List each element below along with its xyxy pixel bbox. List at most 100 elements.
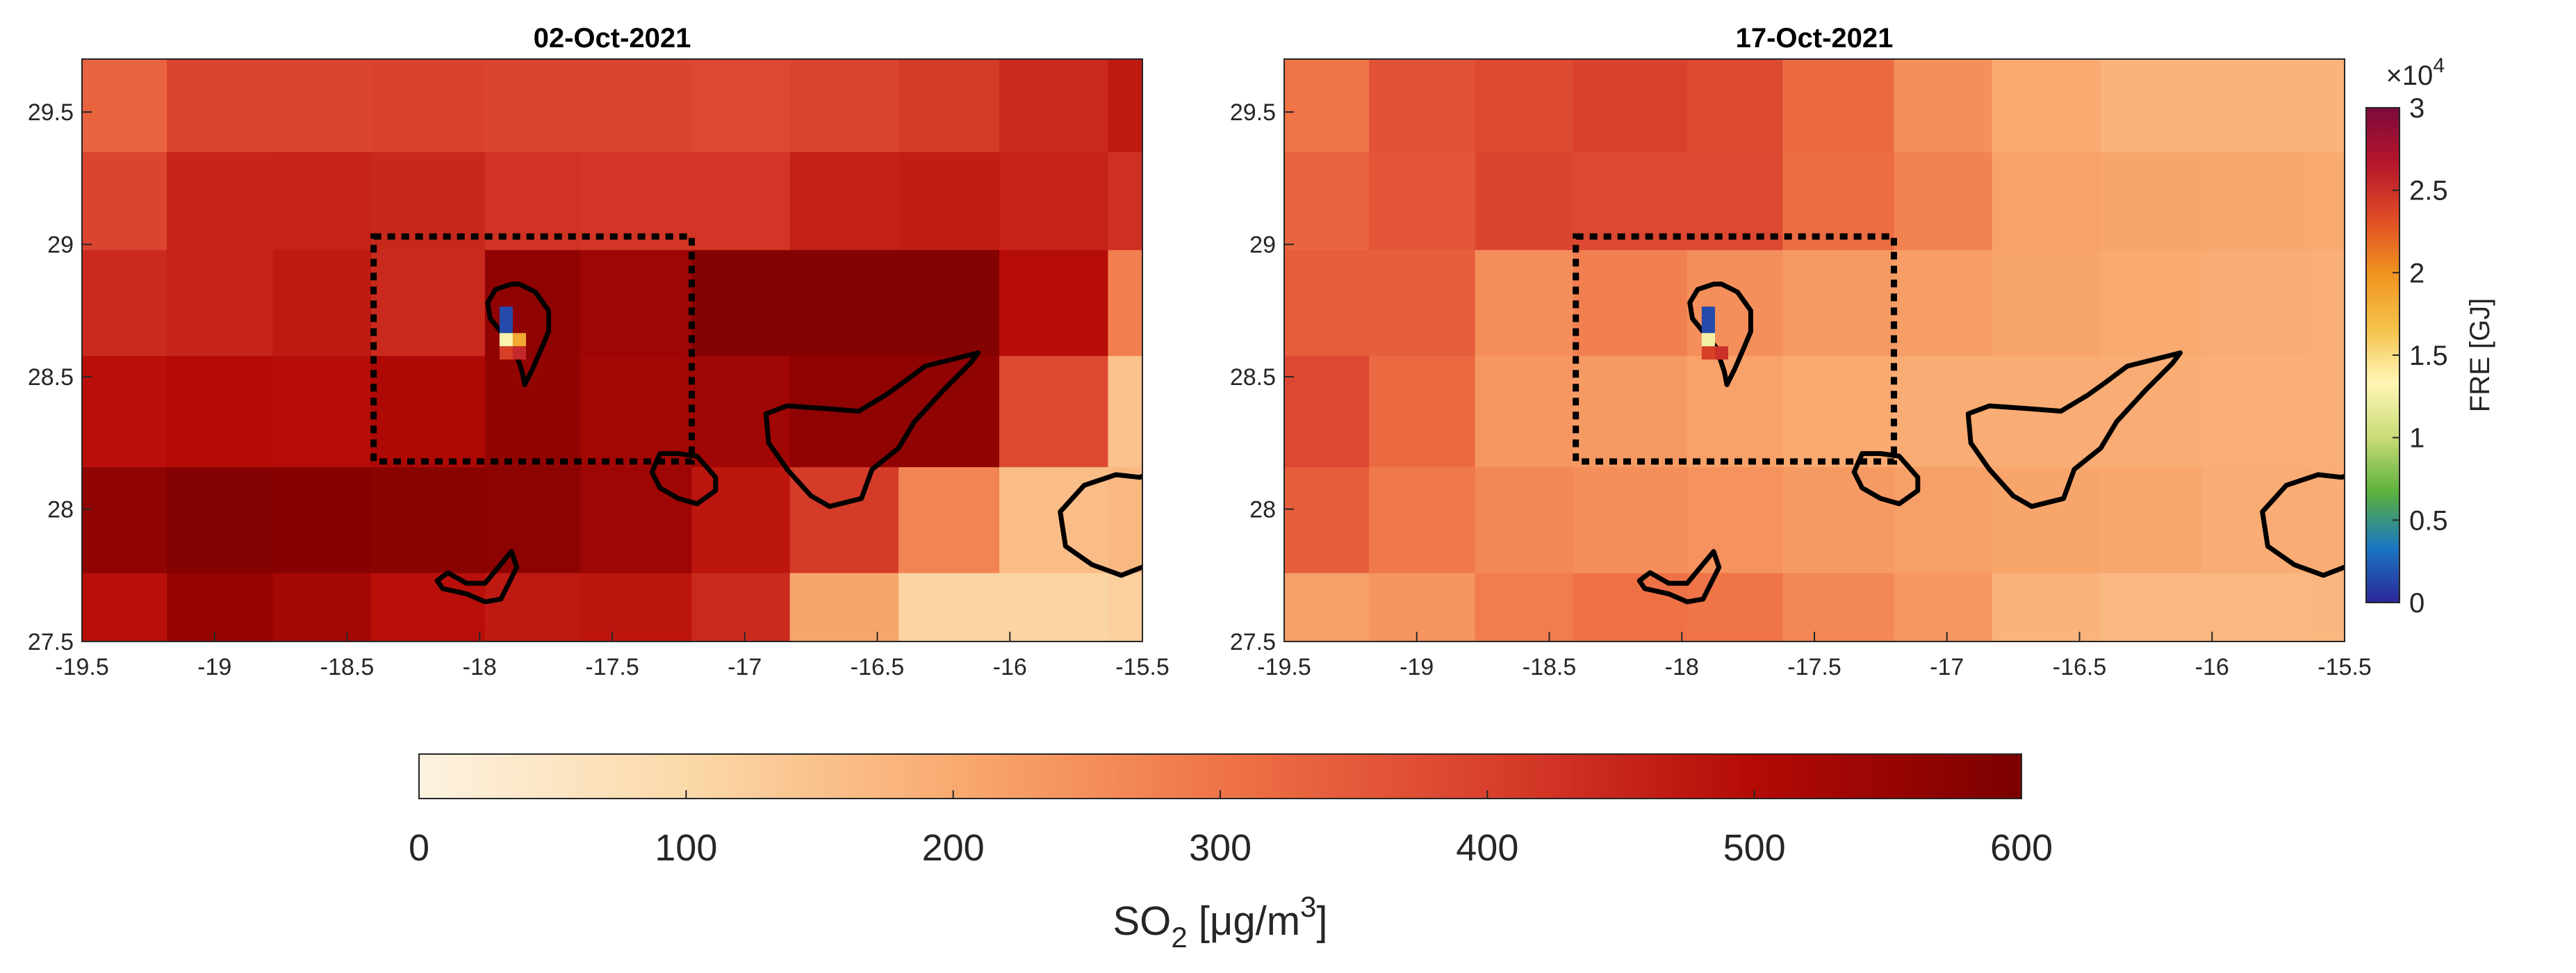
so2-cell xyxy=(2310,59,2345,152)
y-tick-label: 29 xyxy=(1249,232,1276,259)
fre-pixels xyxy=(499,306,527,360)
so2-cell xyxy=(1894,59,1993,152)
so2-label-end: ] xyxy=(1316,899,1327,944)
so2-cell xyxy=(1782,59,1895,152)
so2-cell xyxy=(167,572,274,641)
coastlines xyxy=(434,281,1142,605)
so2-cell xyxy=(1573,466,1688,573)
so2-cell xyxy=(1108,355,1142,468)
so2-cell xyxy=(2310,572,2345,641)
so2-cell xyxy=(580,466,693,573)
so2-cell xyxy=(1284,59,1370,152)
so2-cell xyxy=(167,355,274,468)
so2-cell xyxy=(899,250,1000,357)
fre-multiplier: ×104 xyxy=(2386,54,2445,91)
so2-cell xyxy=(370,355,486,468)
coastline-gran-canaria xyxy=(1058,472,1142,578)
so2-cell xyxy=(789,572,899,641)
so2-cell xyxy=(370,59,486,152)
y-tick-label: 28.5 xyxy=(1230,364,1276,391)
so2-cell xyxy=(999,572,1109,641)
x-tick-label: -19 xyxy=(1400,654,1434,680)
coastline-la-gomera xyxy=(1851,451,1921,507)
so2-cell xyxy=(2101,572,2202,641)
fre-pixel xyxy=(499,306,513,320)
panel-title: 02-Oct-2021 xyxy=(534,23,691,54)
so2-cell xyxy=(272,572,372,641)
x-tick-label: -19 xyxy=(197,654,231,680)
so2-tick-label: 400 xyxy=(1456,827,1518,869)
coastlines xyxy=(1636,281,2345,605)
fre-tick-label: 0 xyxy=(2409,588,2425,619)
so2-cell xyxy=(1992,152,2101,250)
fre-pixel xyxy=(512,333,527,347)
so2-cell xyxy=(580,250,693,357)
coastline-gran-canaria xyxy=(2260,472,2345,578)
so2-label-unit: [μg/m xyxy=(1188,899,1300,944)
so2-tick-label: 300 xyxy=(1189,827,1252,869)
so2-cell xyxy=(999,355,1109,468)
so2-cell xyxy=(1992,250,2101,357)
so2-cell xyxy=(272,466,372,573)
so2-cell xyxy=(484,572,581,641)
so2-cell xyxy=(1782,572,1895,641)
so2-cell xyxy=(580,572,693,641)
x-tick-label: -19.5 xyxy=(1257,654,1311,680)
x-axis: -19.5 -19 -18.5 -18 -17.5 -17 -16.5 -16 -15.5 xyxy=(1257,632,2372,680)
so2-cell xyxy=(999,250,1109,357)
so2-cell xyxy=(82,59,167,152)
fre-pixel xyxy=(1701,320,1715,334)
so2-cell xyxy=(82,355,167,468)
fre-pixels xyxy=(1701,306,1729,360)
so2-cell xyxy=(1687,466,1783,573)
so2-cell xyxy=(1894,152,1993,250)
x-tick-label: -18 xyxy=(1665,654,1699,680)
fre-colorbar: 0 0.5 1 1.5 2 2.5 3 ×104 FRE [GJ] xyxy=(2365,54,2495,619)
so2-cell xyxy=(899,572,1000,641)
so2-cell xyxy=(484,355,581,468)
fre-multiplier-base: ×10 xyxy=(2386,60,2433,91)
so2-colorbar-ticks: 0 100 200 300 400 500 600 xyxy=(409,790,2053,869)
so2-tick-label: 0 xyxy=(409,827,429,869)
so2-cell xyxy=(1894,466,1993,573)
fre-colorbar-label: FRE [GJ] xyxy=(2465,298,2495,412)
so2-cell xyxy=(1108,250,1142,357)
so2-cell xyxy=(691,572,791,641)
so2-cell xyxy=(1284,355,1370,468)
coastline-la-palma xyxy=(1687,281,1753,387)
so2-cell xyxy=(1782,466,1895,573)
x-tick-label: -18.5 xyxy=(320,654,375,680)
so2-cell xyxy=(484,59,581,152)
fre-tick-label: 0.5 xyxy=(2409,505,2448,536)
so2-cell xyxy=(580,59,693,152)
so2-cell xyxy=(1687,572,1783,641)
map-panel-02-oct: 02-Oct-2021 -19.5 -19 -18.5 -18 -17.5 -17 -16.… xyxy=(28,23,1170,680)
so2-cell xyxy=(1687,59,1783,152)
y-tick-label: 29.5 xyxy=(28,99,74,126)
x-tick-label: -15.5 xyxy=(2317,654,2372,680)
coastline-la-gomera xyxy=(649,451,719,507)
so2-cell xyxy=(789,152,899,250)
so2-label-sup: 3 xyxy=(1300,890,1316,923)
y-tick-label: 27.5 xyxy=(1230,629,1276,655)
so2-cell xyxy=(2201,572,2311,641)
fre-tick-label: 2.5 xyxy=(2409,176,2448,206)
so2-cell xyxy=(2201,250,2311,357)
x-tick-label: -18.5 xyxy=(1523,654,1577,680)
y-tick-label: 28.5 xyxy=(28,364,74,391)
so2-cell xyxy=(2310,466,2345,573)
so2-cell xyxy=(1782,250,1895,357)
so2-cell xyxy=(999,59,1109,152)
so2-cell xyxy=(691,152,791,250)
so2-cell xyxy=(1108,572,1142,641)
so2-colorbar: 0 100 200 300 400 500 600 SO2 [μg/m3] xyxy=(409,753,2053,954)
so2-cell xyxy=(484,466,581,573)
x-tick-label: -17 xyxy=(728,654,762,680)
so2-cell xyxy=(1992,466,2101,573)
coastline-tenerife xyxy=(763,350,981,509)
so2-cell xyxy=(1369,59,1476,152)
so2-cell xyxy=(82,572,167,641)
so2-cell xyxy=(167,152,274,250)
so2-cell xyxy=(2310,152,2345,250)
x-tick-label: -17 xyxy=(1930,654,1964,680)
